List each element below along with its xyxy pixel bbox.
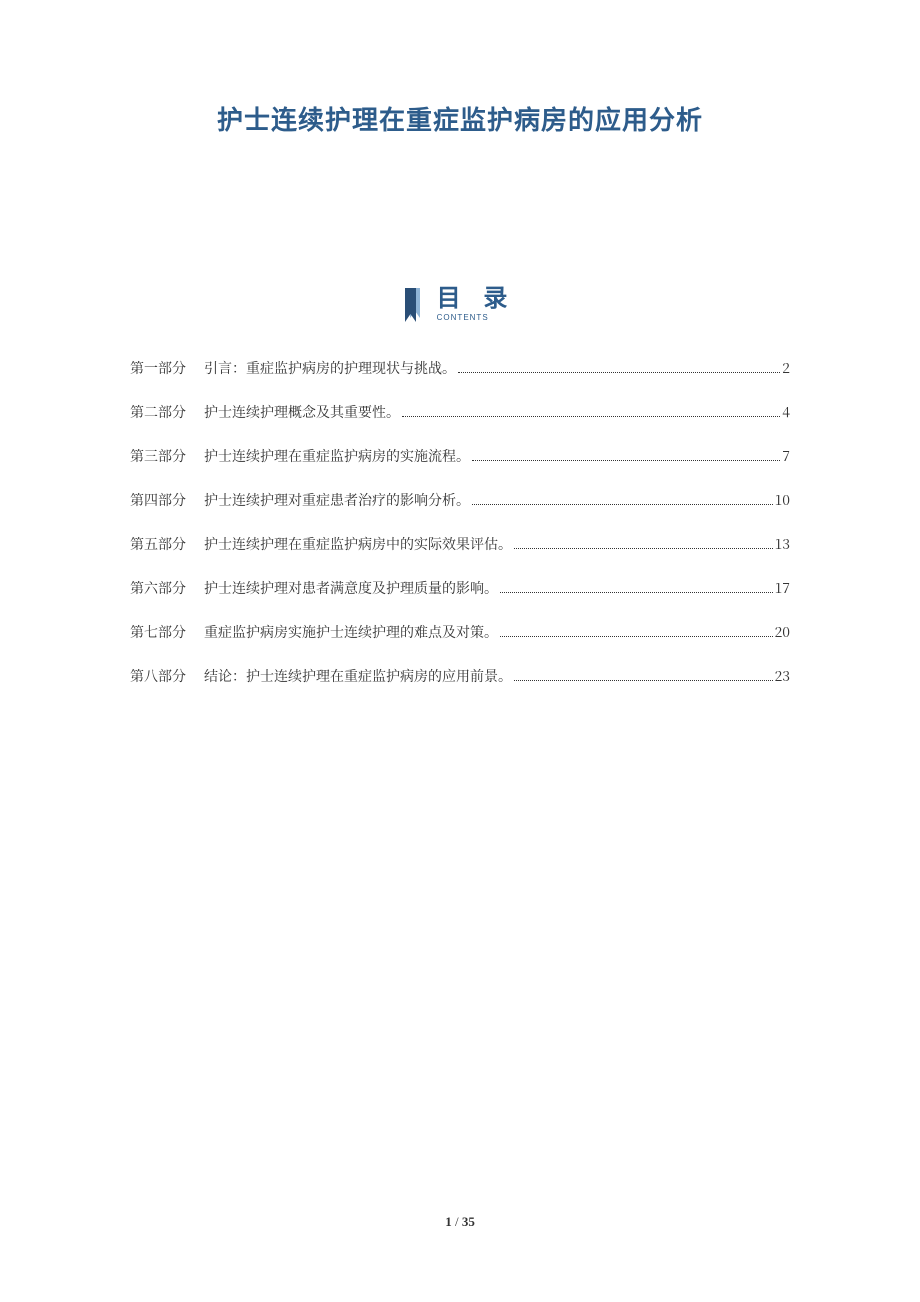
toc-title-cn: 目 录 — [437, 287, 516, 311]
toc-row[interactable]: 第二部分护士连续护理概念及其重要性。 4 — [130, 402, 790, 422]
toc-entry-text: 护士连续护理对患者满意度及护理质量的影响。 — [204, 578, 498, 598]
toc-row[interactable]: 第五部分护士连续护理在重症监护病房中的实际效果评估。 13 — [130, 534, 790, 554]
toc-part-label: 第八部分 — [130, 666, 186, 686]
toc-entry-text: 护士连续护理在重症监护病房中的实际效果评估。 — [204, 534, 512, 554]
toc-part-label: 第五部分 — [130, 534, 186, 554]
toc-page-number: 2 — [782, 358, 790, 378]
toc-page-number: 17 — [775, 578, 790, 598]
toc-leader-dots — [472, 460, 780, 461]
toc-page-number: 7 — [782, 446, 790, 466]
toc-page-number: 4 — [782, 402, 790, 422]
toc-row[interactable]: 第七部分重症监护病房实施护士连续护理的难点及对策。 20 — [130, 622, 790, 642]
toc-page-number: 10 — [775, 490, 790, 510]
toc-row[interactable]: 第三部分护士连续护理在重症监护病房的实施流程。 7 — [130, 446, 790, 466]
toc-leader-dots — [402, 416, 780, 417]
toc-entry-text: 护士连续护理概念及其重要性。 — [204, 402, 400, 422]
toc-entry-text: 结论：护士连续护理在重症监护病房的应用前景。 — [204, 666, 512, 686]
toc-list: 第一部分引言：重症监护病房的护理现状与挑战。 2 第二部分护士连续护理概念及其重要性… — [130, 358, 790, 686]
toc-part-label: 第二部分 — [130, 402, 186, 422]
toc-part-label: 第一部分 — [130, 358, 186, 378]
toc-header: 目 录 CONTENTS — [130, 287, 790, 322]
toc-row[interactable]: 第八部分结论：护士连续护理在重症监护病房的应用前景。 23 — [130, 666, 790, 686]
document-title: 护士连续护理在重症监护病房的应用分析 — [130, 100, 790, 137]
toc-row[interactable]: 第六部分护士连续护理对患者满意度及护理质量的影响。 17 — [130, 578, 790, 598]
toc-leader-dots — [514, 548, 773, 549]
page-separator: / — [452, 1214, 462, 1229]
toc-part-label: 第三部分 — [130, 446, 186, 466]
page-total: 35 — [462, 1214, 475, 1229]
toc-page-number: 23 — [775, 666, 790, 686]
toc-row[interactable]: 第一部分引言：重症监护病房的护理现状与挑战。 2 — [130, 358, 790, 378]
toc-part-label: 第六部分 — [130, 578, 186, 598]
toc-entry-text: 引言：重症监护病房的护理现状与挑战。 — [204, 358, 456, 378]
toc-title-en: CONTENTS — [437, 314, 489, 322]
toc-row[interactable]: 第四部分护士连续护理对重症患者治疗的影响分析。 10 — [130, 490, 790, 510]
toc-entry-text: 重症监护病房实施护士连续护理的难点及对策。 — [204, 622, 498, 642]
toc-bookmark-icon — [405, 288, 427, 322]
toc-entry-text: 护士连续护理在重症监护病房的实施流程。 — [204, 446, 470, 466]
toc-page-number: 20 — [775, 622, 790, 642]
page-footer: 1 / 35 — [0, 1214, 920, 1230]
toc-leader-dots — [458, 372, 780, 373]
toc-part-label: 第七部分 — [130, 622, 186, 642]
document-page: 护士连续护理在重症监护病房的应用分析 目 录 CONTENTS 第一部分引言：重… — [0, 0, 920, 1302]
toc-leader-dots — [500, 592, 773, 593]
toc-leader-dots — [500, 636, 773, 637]
toc-entry-text: 护士连续护理对重症患者治疗的影响分析。 — [204, 490, 470, 510]
toc-title: 目 录 CONTENTS — [437, 287, 516, 322]
toc-leader-dots — [514, 680, 773, 681]
toc-part-label: 第四部分 — [130, 490, 186, 510]
toc-leader-dots — [472, 504, 773, 505]
toc-page-number: 13 — [775, 534, 790, 554]
